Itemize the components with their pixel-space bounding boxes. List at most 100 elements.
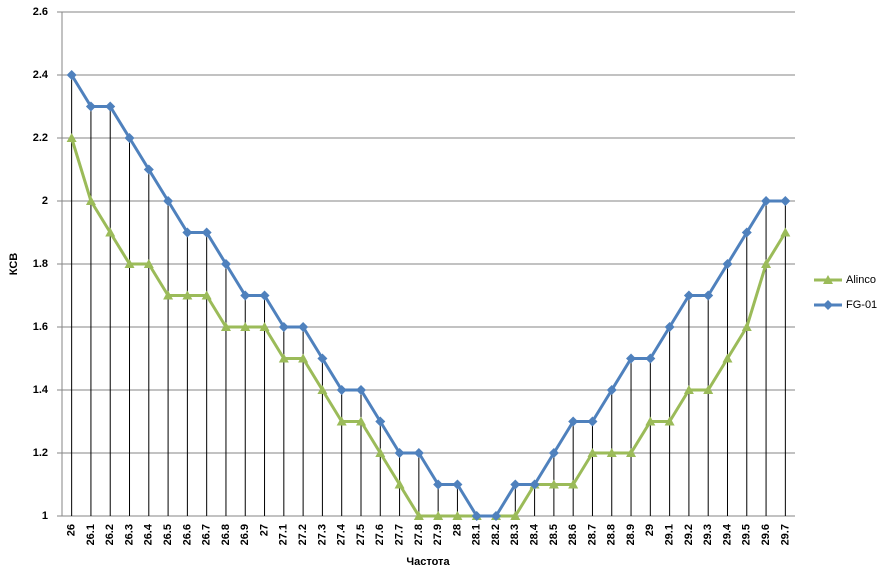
- point: [317, 385, 328, 394]
- point: [105, 101, 116, 112]
- y-tick-label: 1.2: [33, 447, 48, 459]
- point: [278, 322, 289, 332]
- x-tick-label: 26.7: [201, 524, 213, 545]
- point: [298, 322, 309, 332]
- x-tick-label: 26.9: [239, 524, 251, 545]
- point: [568, 416, 579, 427]
- point: [182, 227, 193, 238]
- point: [761, 259, 772, 268]
- x-tick-label: 28.2: [490, 524, 502, 545]
- point: [510, 479, 521, 490]
- x-tick-label: 26.2: [104, 524, 116, 545]
- y-tick-label: 1: [42, 510, 48, 522]
- point: [722, 259, 733, 269]
- point: [587, 448, 598, 457]
- point: [163, 196, 174, 206]
- x-tick-label: 27.4: [336, 523, 348, 545]
- point: [683, 385, 694, 394]
- point: [645, 353, 656, 364]
- point: [510, 511, 521, 520]
- y-tick-label: 2.6: [33, 6, 48, 18]
- x-tick-label: 26: [66, 524, 78, 536]
- x-tick-label: 27.8: [413, 524, 425, 545]
- point: [355, 385, 366, 395]
- point: [761, 196, 772, 206]
- point: [259, 322, 270, 331]
- point: [317, 353, 328, 364]
- point: [201, 290, 212, 300]
- point: [741, 322, 752, 331]
- point: [105, 227, 116, 237]
- point: [645, 416, 656, 426]
- point: [529, 479, 540, 490]
- point: [220, 259, 231, 269]
- point: [220, 322, 231, 331]
- x-tick-label: 28.9: [625, 524, 637, 545]
- point: [548, 479, 559, 489]
- point: [606, 385, 617, 395]
- x-tick-label: 26.6: [181, 524, 193, 545]
- point: [124, 133, 135, 143]
- x-tick-label: 28.8: [606, 524, 618, 545]
- x-tick-label: 29.7: [779, 524, 791, 545]
- point: [355, 416, 366, 426]
- point: [722, 353, 733, 363]
- point: [741, 227, 752, 238]
- x-tick-label: 29.2: [683, 524, 695, 545]
- point: [394, 448, 405, 458]
- x-tick-label: 28.3: [509, 524, 521, 545]
- legend-marker: [823, 300, 833, 310]
- y-axis-label: КСВ: [8, 253, 20, 276]
- point: [298, 353, 309, 363]
- x-tick-label: 29.3: [702, 524, 714, 545]
- point: [413, 511, 424, 520]
- point: [780, 227, 791, 237]
- x-tick-label: 28.1: [471, 524, 483, 545]
- point: [664, 322, 675, 332]
- y-tick-label: 2.2: [33, 132, 48, 144]
- point: [780, 196, 791, 206]
- point: [683, 290, 694, 301]
- point: [259, 290, 270, 301]
- point: [548, 448, 559, 458]
- point: [626, 448, 637, 457]
- point: [182, 290, 193, 300]
- x-tick-label: 26.4: [143, 523, 155, 545]
- point: [278, 353, 289, 363]
- point: [375, 448, 386, 457]
- x-tick-label: 27.9: [432, 524, 444, 545]
- x-tick-label: 28: [451, 524, 463, 536]
- point: [240, 322, 251, 331]
- y-tick-label: 2: [42, 195, 48, 207]
- point: [240, 290, 251, 301]
- point: [143, 164, 154, 175]
- point: [375, 416, 386, 427]
- legend-label: FG-01: [846, 299, 877, 311]
- x-tick-label: 27.6: [374, 524, 386, 545]
- y-tick-label: 2.4: [33, 69, 49, 81]
- x-tick-label: 27.3: [316, 524, 328, 545]
- point: [703, 290, 714, 301]
- point: [336, 385, 347, 395]
- x-tick-label: 27.2: [297, 524, 309, 545]
- point: [452, 479, 463, 490]
- x-tick-label: 28.5: [548, 524, 560, 545]
- x-tick-label: 29.1: [664, 524, 676, 545]
- y-tick-label: 1.8: [33, 258, 48, 270]
- x-axis-label: Частота: [406, 556, 450, 568]
- legend-marker: [823, 275, 833, 284]
- x-tick-label: 26.1: [85, 524, 97, 545]
- x-tick-label: 26.3: [123, 524, 135, 545]
- y-tick-label: 1.6: [33, 321, 48, 333]
- x-tick-label: 29.6: [760, 524, 772, 545]
- x-tick-label: 29.5: [741, 524, 753, 545]
- x-tick-label: 27.7: [393, 524, 405, 545]
- point: [394, 479, 405, 489]
- legend-label: Alinco: [846, 274, 876, 286]
- point: [664, 416, 675, 426]
- x-tick-label: 26.8: [220, 524, 232, 545]
- point: [626, 353, 637, 364]
- point: [413, 448, 424, 458]
- point: [85, 101, 96, 112]
